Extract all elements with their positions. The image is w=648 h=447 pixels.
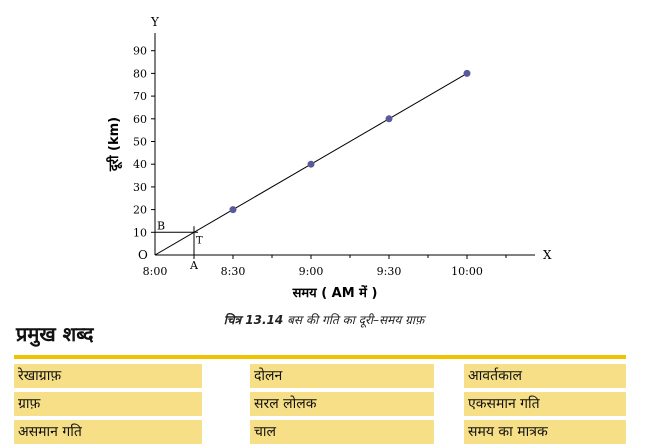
- y-tick-label: 20: [133, 204, 147, 217]
- y-tick-label: 50: [133, 136, 147, 149]
- data-point: [385, 115, 393, 123]
- marker-a: A: [189, 259, 199, 272]
- y-tick-label: 60: [133, 113, 147, 126]
- y-tick-label: 70: [133, 90, 147, 103]
- y-tick-label: 90: [133, 45, 147, 58]
- figure-caption: चित्र 13.14 बस की गति का दूरी–समय ग्राफ़: [0, 311, 648, 328]
- figure-number: चित्र 13.14: [223, 313, 284, 327]
- keyword-cell: रेखाग्राफ़: [14, 364, 202, 388]
- keyword-cell: एकसमान गति: [464, 392, 626, 416]
- keyword-cell: समय का मात्रक: [464, 420, 626, 444]
- data-point: [463, 69, 471, 77]
- keyword-cell: सरल लोलक: [250, 392, 434, 416]
- keywords-heading: प्रमुख शब्द: [16, 322, 94, 346]
- marker-b: B: [157, 219, 165, 232]
- x-tick-label: 8:30: [221, 265, 246, 278]
- origin-label: O: [138, 248, 148, 262]
- x-tick-label: 8:00: [143, 265, 168, 278]
- data-point: [229, 206, 237, 214]
- keywords-table: रेखाग्राफ़ दोलन आवर्तकाल ग्राफ़ सरल लोलक…: [14, 355, 626, 445]
- keyword-cell: आवर्तकाल: [464, 364, 626, 388]
- keyword-cell: दोलन: [250, 364, 434, 388]
- keywords-row: असमान गति चाल समय का मात्रक: [14, 420, 626, 444]
- x-tick-label: 10:00: [451, 265, 483, 278]
- keyword-cell: चाल: [250, 420, 434, 444]
- y-tick-label: 10: [133, 226, 147, 239]
- keywords-row: रेखाग्राफ़ दोलन आवर्तकाल: [14, 364, 626, 388]
- data-point: [307, 160, 315, 168]
- x-tick-label: 9:30: [377, 265, 402, 278]
- y-axis-title: दूरी (km): [106, 117, 123, 172]
- y-tick-label: 40: [133, 158, 147, 171]
- keyword-cell: ग्राफ़: [14, 392, 202, 416]
- figure-caption-text: बस की गति का दूरी–समय ग्राफ़: [287, 313, 425, 327]
- x-axis-letter: X: [543, 248, 552, 262]
- keyword-cell: असमान गति: [14, 420, 202, 444]
- distance-time-chart: X Y O 10 20 30 40 50 60 70 80 90 8:00 8:30 9:00 9:30 10:…: [106, 15, 552, 301]
- keywords-row: ग्राफ़ सरल लोलक एकसमान गति: [14, 392, 626, 416]
- x-axis-title: समय ( AM में ): [292, 285, 378, 301]
- x-tick-label: 9:00: [299, 265, 324, 278]
- marker-t: T: [196, 235, 203, 246]
- y-tick-label: 80: [133, 67, 147, 80]
- y-tick-label: 30: [133, 181, 147, 194]
- y-axis-letter: Y: [150, 15, 160, 29]
